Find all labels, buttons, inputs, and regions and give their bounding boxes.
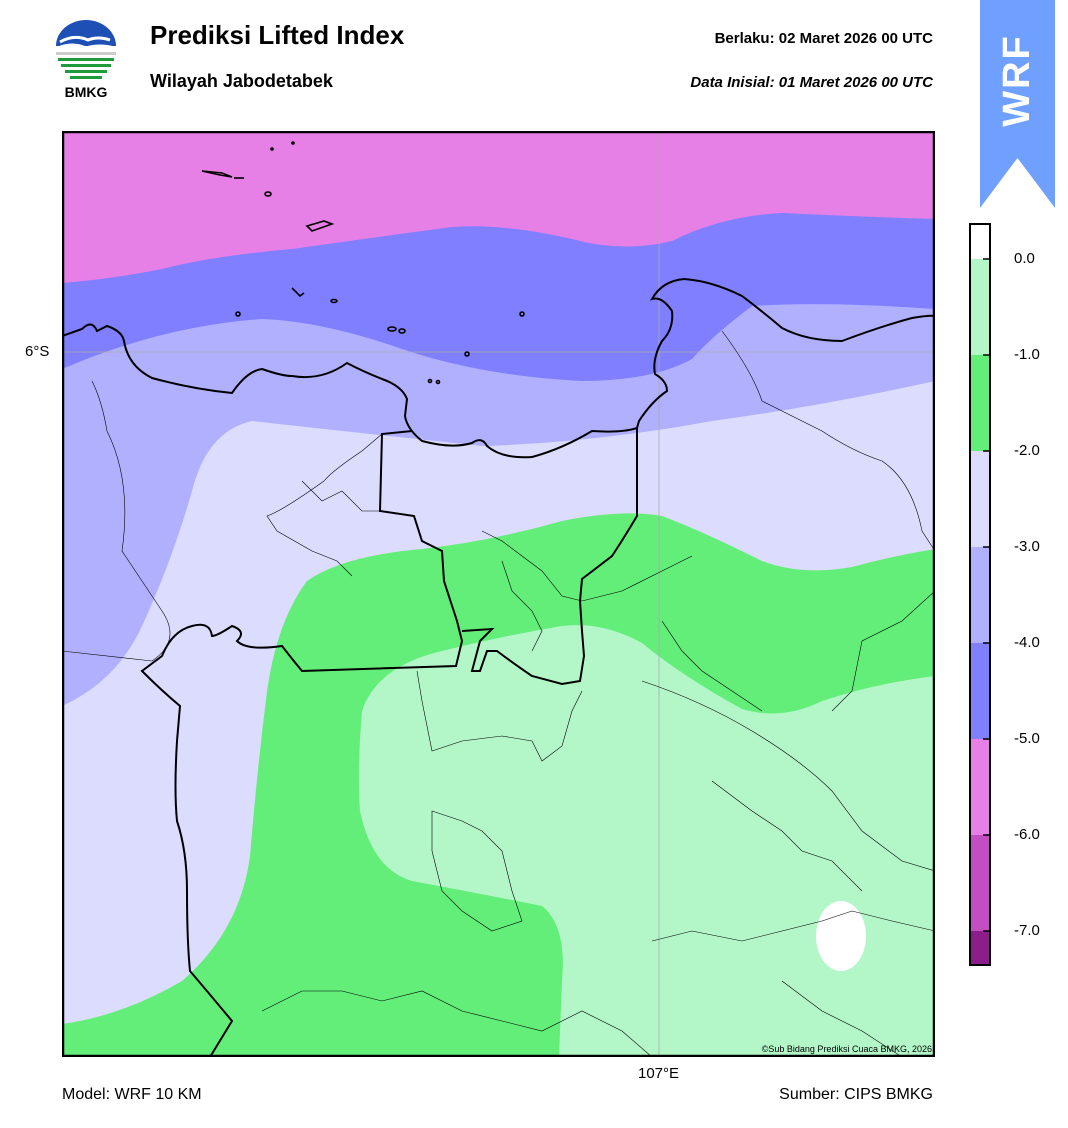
- wrf-badge: WRF: [980, 0, 1055, 160]
- province-boundary-east: [461, 428, 638, 686]
- init-time: Data Inisial: 01 Maret 2026 00 UTC: [690, 74, 933, 91]
- colorbar: [969, 223, 991, 966]
- colorbar-swatch-6-to-7: [969, 835, 991, 931]
- colorbar-tick: -5.0: [1014, 730, 1040, 747]
- colorbar-swatch-5-to-6: [969, 739, 991, 835]
- valid-time: Berlaku: 02 Maret 2026 00 UTC: [714, 30, 933, 47]
- colorbar-tick: -3.0: [1014, 538, 1040, 555]
- colorbar-tick: -2.0: [1014, 442, 1040, 459]
- logo-text: BMKG: [64, 84, 108, 100]
- wrf-badge-icon: [980, 0, 1055, 208]
- colorbar-swatch-below-7: [969, 931, 991, 966]
- band-li-above-0: [816, 901, 866, 971]
- lat-label: 6°S: [25, 343, 50, 360]
- forecast-map: [62, 131, 935, 1057]
- colorbar-swatch-4-to-5: [969, 643, 991, 739]
- province-boundary-west: [140, 430, 464, 1057]
- copyright-note: ©Sub Bidang Prediksi Cuaca BMKG, 2026: [761, 1044, 932, 1054]
- map-frame: [62, 131, 935, 1057]
- page-title: Prediksi Lifted Index: [150, 20, 405, 50]
- regency-boundaries: [62, 330, 935, 1057]
- colorbar-tick: -6.0: [1014, 826, 1040, 843]
- colorbar-tick: -1.0: [1014, 346, 1040, 363]
- band-li-0-to-1: [358, 625, 935, 1057]
- colorbar-swatch-1-to-2: [969, 355, 991, 451]
- colorbar-swatch-above-0: [969, 223, 991, 259]
- colorbar-swatch-0-to-1: [969, 259, 991, 355]
- colorbar-tick: -4.0: [1014, 634, 1040, 651]
- band-li-5-to-6: [62, 131, 935, 283]
- bmkg-logo-icon: [56, 20, 116, 79]
- colorbar-tick: 0.0: [1014, 250, 1035, 267]
- coastline: [62, 277, 935, 459]
- page-subtitle: Wilayah Jabodetabek: [150, 71, 333, 91]
- colorbar-swatch-2-to-3: [969, 451, 991, 547]
- bmkg-logo: BMKG: [50, 20, 122, 102]
- colorbar-swatch-3-to-4: [969, 547, 991, 643]
- lon-label: 107°E: [638, 1065, 680, 1082]
- colorbar-tick: -7.0: [1014, 922, 1040, 939]
- islands: [201, 141, 525, 385]
- model-label: Model: WRF 10 KM: [62, 1086, 202, 1103]
- colorbar-frame: [969, 223, 991, 966]
- wrf-badge-label: WRF: [996, 33, 1038, 127]
- source-label: Sumber: CIPS BMKG: [779, 1086, 933, 1103]
